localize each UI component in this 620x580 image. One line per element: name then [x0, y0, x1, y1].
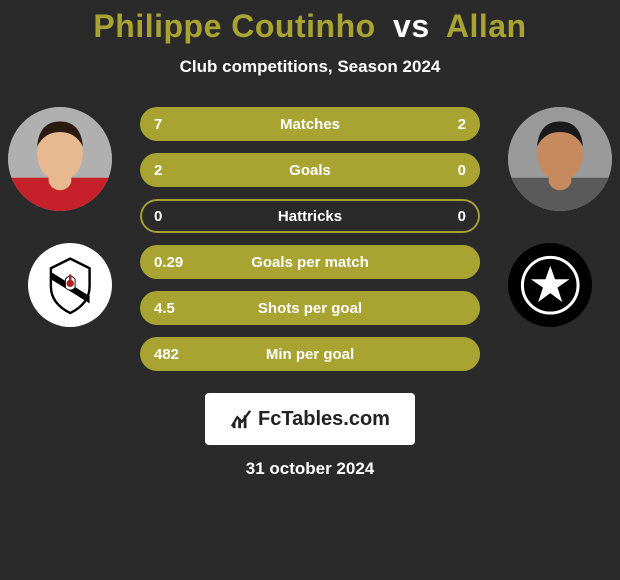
stat-value-left: 7: [154, 116, 162, 133]
brand-text: FcTables.com: [258, 408, 390, 431]
player2-avatar: [508, 107, 612, 211]
botafogo-badge-icon: [520, 255, 580, 315]
stat-row: 4.5 Shots per goal: [140, 291, 480, 325]
stat-label: Shots per goal: [258, 300, 362, 317]
chart-icon: [230, 408, 252, 430]
stat-row: 7 2 Matches: [140, 107, 480, 141]
stat-label: Matches: [280, 116, 340, 133]
date-text: 31 october 2024: [0, 459, 620, 479]
stat-label: Goals per match: [251, 254, 369, 271]
title-player1: Philippe Coutinho: [93, 8, 375, 44]
main-comparison-area: 7 2 Matches 2 0 Goals 0 0 Hattricks 0.29 Goals per…: [0, 107, 620, 371]
stat-value-right: 0: [458, 162, 466, 179]
stat-bar-right: [405, 107, 480, 141]
stat-value-right: 0: [458, 208, 466, 225]
comparison-title: Philippe Coutinho vs Allan: [0, 8, 620, 45]
subtitle: Club competitions, Season 2024: [0, 57, 620, 77]
stat-label: Goals: [289, 162, 331, 179]
stat-value-left: 0.29: [154, 254, 183, 271]
stat-value-left: 4.5: [154, 300, 175, 317]
title-player2: Allan: [446, 8, 527, 44]
vasco-badge-icon: [40, 255, 100, 315]
stat-value-right: 2: [458, 116, 466, 133]
player1-club-badge: [28, 243, 112, 327]
stat-value-left: 0: [154, 208, 162, 225]
stat-label: Hattricks: [278, 208, 342, 225]
stat-row: 482 Min per goal: [140, 337, 480, 371]
stat-row: 0.29 Goals per match: [140, 245, 480, 279]
brand-badge: FcTables.com: [205, 393, 415, 445]
stat-bar-left: [140, 107, 405, 141]
stat-value-left: 482: [154, 346, 179, 363]
stats-column: 7 2 Matches 2 0 Goals 0 0 Hattricks 0.29 Goals per…: [140, 107, 480, 371]
stat-value-left: 2: [154, 162, 162, 179]
stat-label: Min per goal: [266, 346, 354, 363]
player2-club-badge: [508, 243, 592, 327]
player2-avatar-svg: [508, 107, 612, 211]
stat-row: 0 0 Hattricks: [140, 199, 480, 233]
player1-avatar-svg: [8, 107, 112, 211]
title-vs: vs: [393, 8, 430, 44]
player1-avatar: [8, 107, 112, 211]
stat-row: 2 0 Goals: [140, 153, 480, 187]
